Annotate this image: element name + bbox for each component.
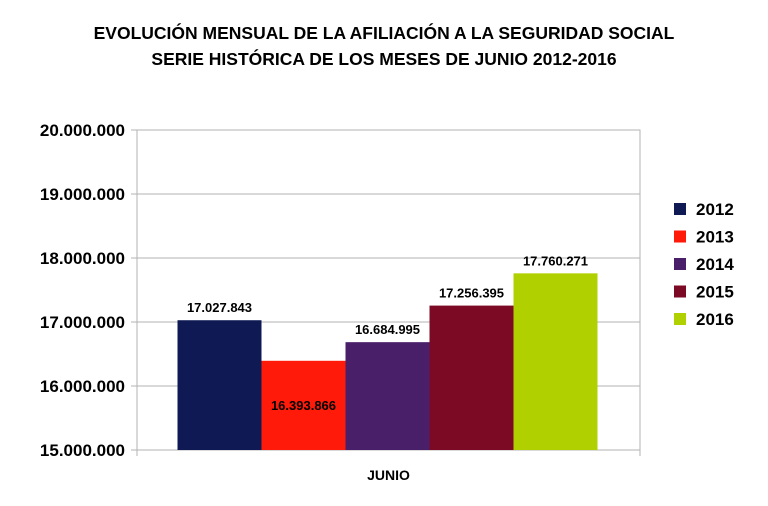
y-tick-label: 18.000.000	[40, 249, 125, 268]
legend-swatch-2015	[674, 285, 686, 298]
chart-title: EVOLUCIÓN MENSUAL DE LA AFILIACIÓN A LA …	[0, 20, 768, 72]
data-label-2014: 16.684.995	[355, 322, 420, 337]
y-tick-label: 17.000.000	[40, 313, 125, 332]
bar-2012	[177, 320, 262, 450]
data-label-2015: 17.256.395	[439, 286, 504, 301]
chart-title-line-1: EVOLUCIÓN MENSUAL DE LA AFILIACIÓN A LA …	[93, 23, 675, 43]
legend-swatch-2013	[674, 230, 686, 243]
legend-label-2016: 2016	[696, 310, 734, 329]
bar-2016	[513, 273, 598, 450]
legend-label-2014: 2014	[696, 255, 734, 274]
y-tick-label: 16.000.000	[40, 377, 125, 396]
data-label-2012: 17.027.843	[187, 300, 252, 315]
legend-label-2012: 2012	[696, 200, 734, 219]
y-tick-label: 19.000.000	[40, 185, 125, 204]
legend-swatch-2012	[674, 203, 686, 215]
y-tick-label: 15.000.000	[40, 441, 125, 460]
legend-swatch-2016	[674, 313, 686, 325]
data-label-2016: 17.760.271	[523, 253, 588, 268]
bar-2014	[345, 342, 430, 450]
legend: 2012 2013 2014 2015 2016	[674, 200, 734, 329]
data-label-2013: 16.393.866	[271, 398, 336, 413]
bar-2013	[261, 360, 346, 450]
legend-swatch-2014	[674, 258, 686, 270]
bars	[177, 273, 598, 450]
x-category-label: JUNIO	[367, 467, 410, 483]
legend-label-2015: 2015	[696, 283, 734, 302]
y-axis: 15.000.000 16.000.000 17.000.000 18.000.000…	[40, 121, 125, 460]
y-tick-label: 20.000.000	[40, 121, 125, 140]
legend-label-2013: 2013	[696, 228, 734, 247]
chart-title-line-2: SERIE HISTÓRICA DE LOS MESES DE JUNIO 20…	[151, 49, 617, 69]
x-axis: JUNIO	[367, 467, 410, 483]
data-labels: 17.027.843 16.393.866 16.684.995 17.256.395…	[187, 253, 588, 413]
bar-2015	[429, 305, 514, 450]
